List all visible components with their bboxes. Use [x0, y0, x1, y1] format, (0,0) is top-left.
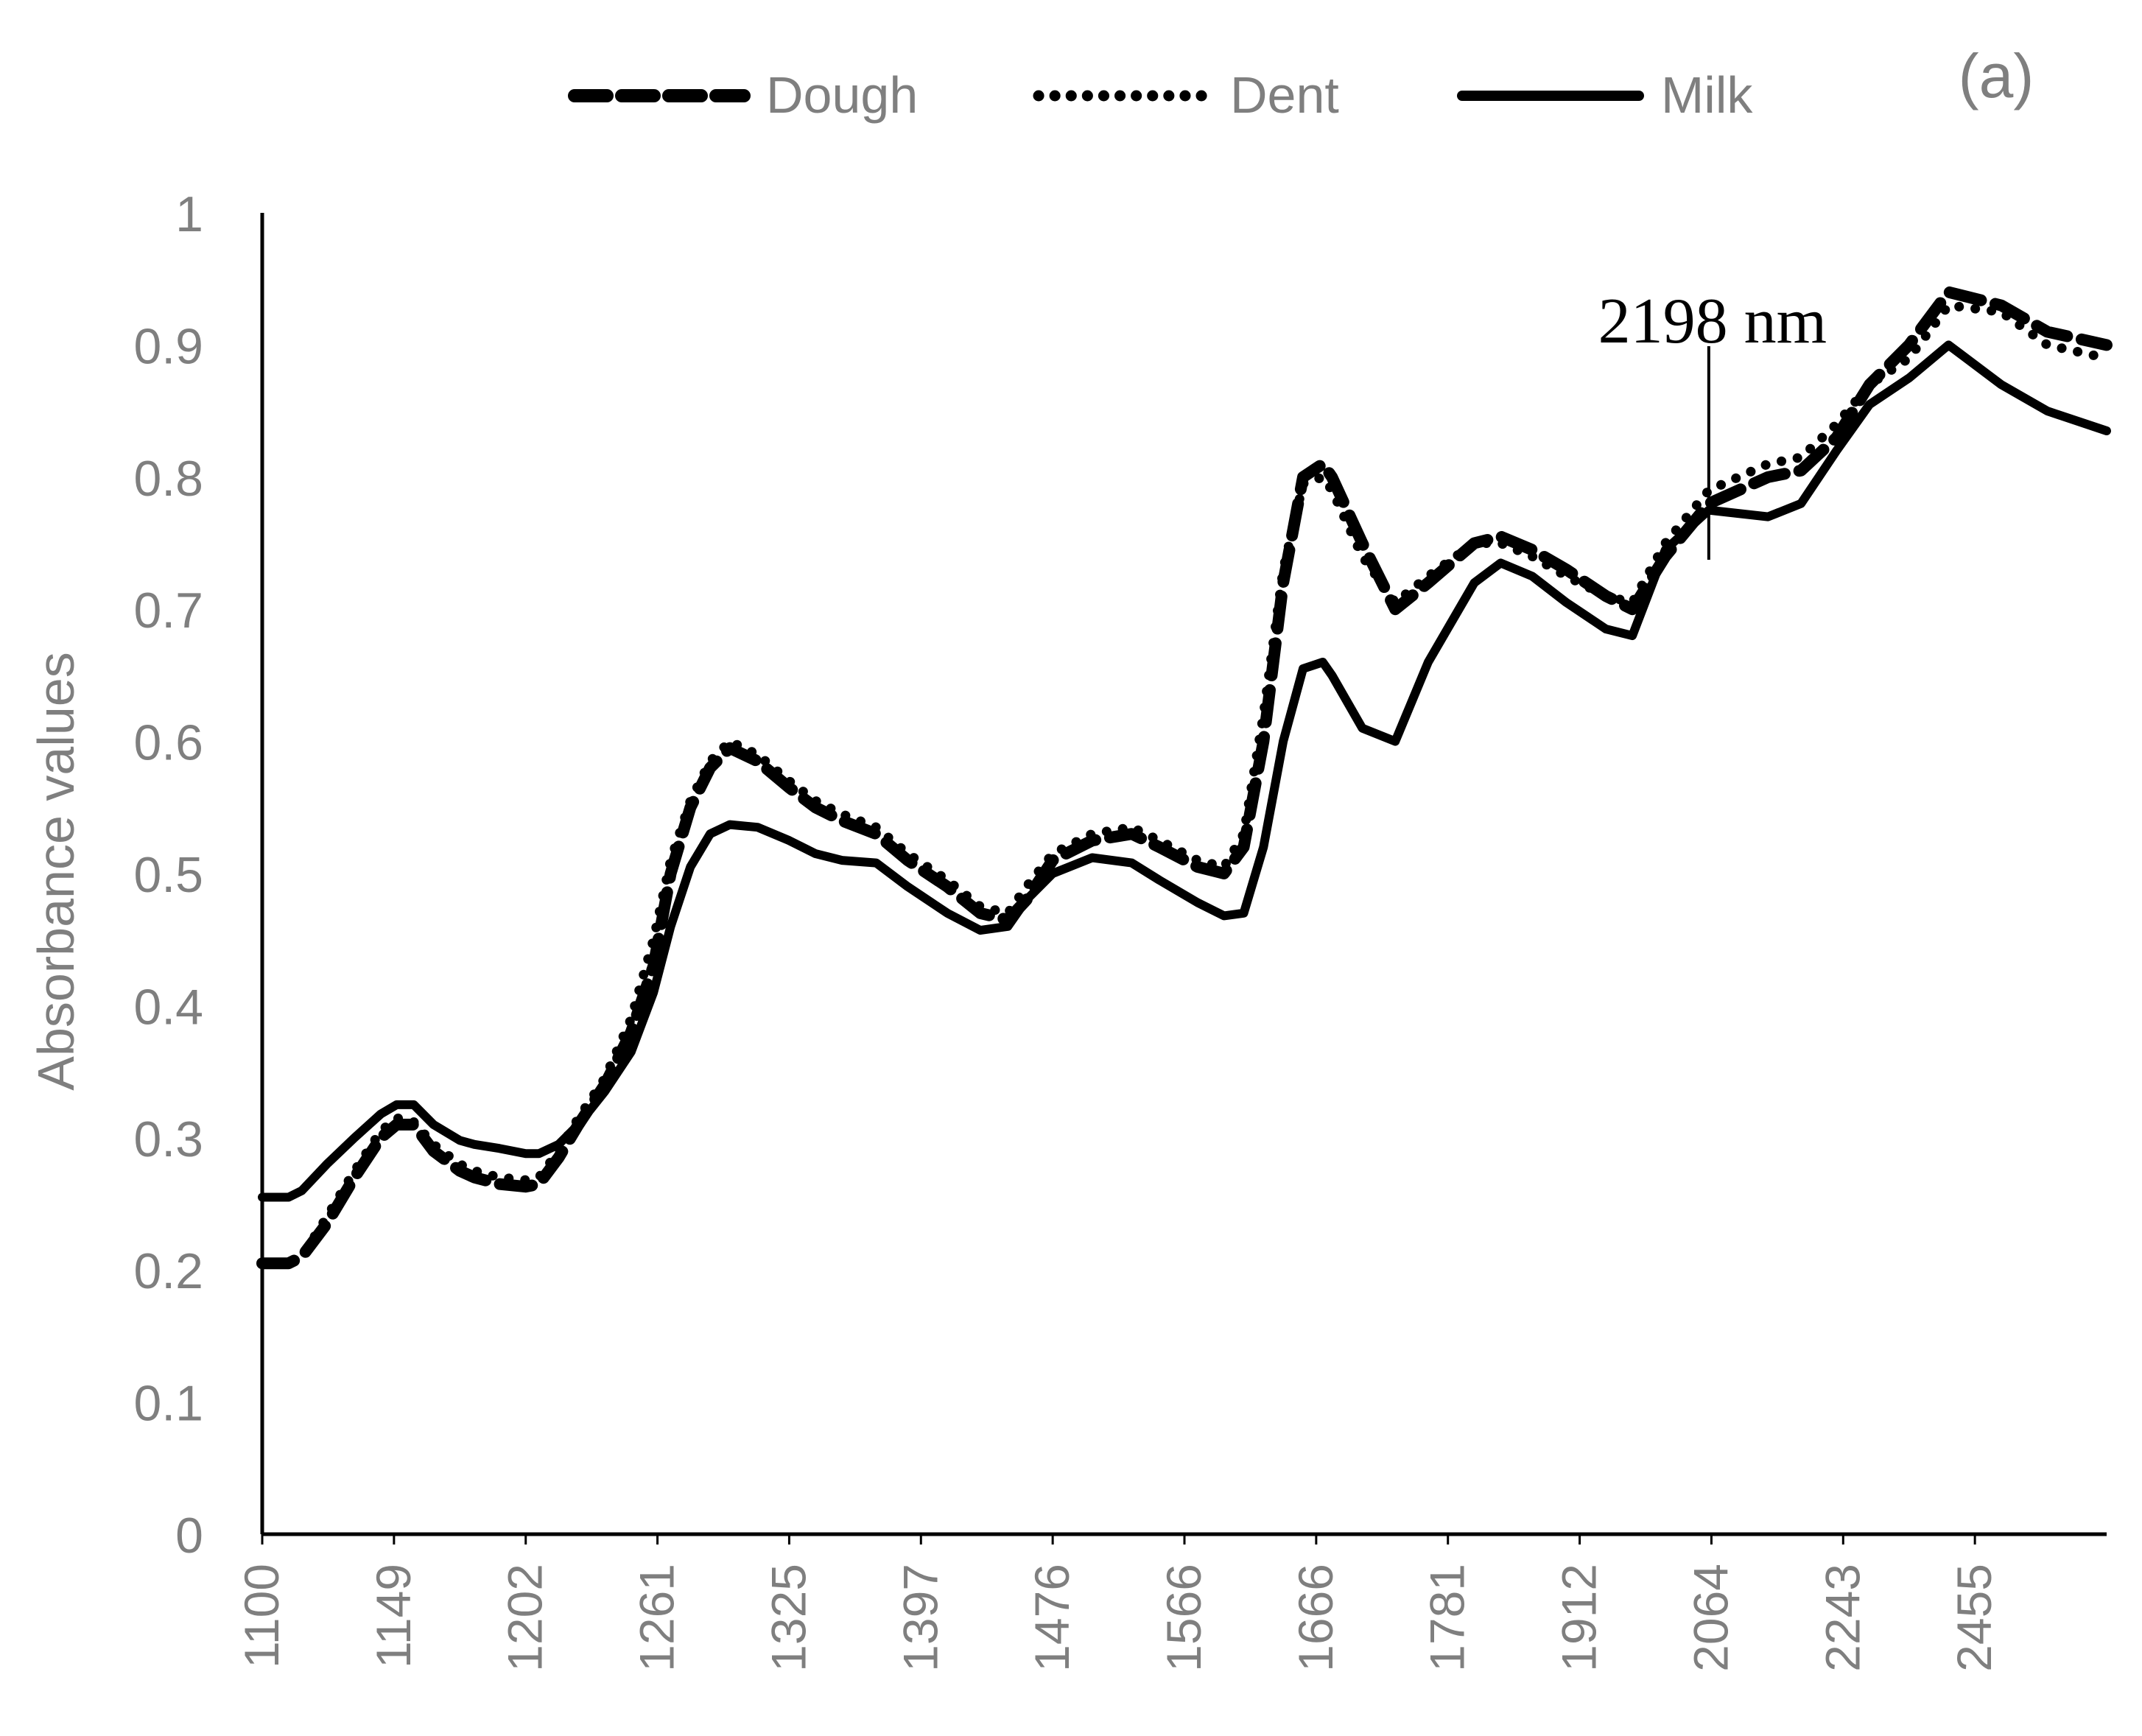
y-tick-label: 0.4 — [133, 979, 203, 1035]
x-tick-label: 1781 — [1420, 1564, 1475, 1672]
y-tick-label: 0.1 — [133, 1376, 203, 1432]
series-line-milk — [258, 340, 2111, 1202]
y-axis-title: Absorbance values — [27, 652, 85, 1090]
x-tick-label: 2455 — [1947, 1564, 2001, 1672]
legend-label-milk: Milk — [1661, 66, 1753, 124]
x-tick-label: 1149 — [366, 1564, 421, 1668]
series-line-dent — [257, 301, 2112, 1268]
y-tick-label: 1 — [175, 186, 203, 242]
y-tick-label: 0.5 — [133, 847, 203, 903]
y-tick-label: 0.9 — [133, 318, 203, 374]
y-tick-label: 0 — [175, 1508, 203, 1564]
x-axis-ticks: 1100 1149 1202 1261 1325 1397 1476 1566 1666 1781… — [234, 1534, 2001, 1672]
legend: Dough Dent Milk — [568, 66, 1753, 124]
x-tick-label: 2243 — [1815, 1564, 1869, 1672]
legend-label-dent: Dent — [1230, 66, 1339, 124]
panel-label: (a) — [1959, 41, 2034, 110]
axes — [260, 213, 2107, 1536]
x-tick-label: 1666 — [1288, 1564, 1343, 1672]
series-line-dough — [256, 286, 2113, 1270]
y-axis-ticks: 0 0.1 0.2 0.3 0.4 0.5 0.6 0.7 0.8 0.9 1 — [133, 186, 203, 1564]
y-tick-label: 0.8 — [133, 451, 203, 507]
series-lines — [256, 286, 2113, 1270]
x-tick-label: 1397 — [893, 1564, 947, 1672]
x-tick-label: 2064 — [1683, 1564, 1738, 1672]
annotation: 2198 nm — [1598, 286, 1827, 560]
x-tick-label: 1476 — [1025, 1564, 1079, 1672]
x-tick-label: 1261 — [630, 1564, 684, 1672]
legend-label-dough: Dough — [766, 66, 918, 124]
x-tick-label: 1566 — [1156, 1564, 1211, 1672]
y-tick-label: 0.3 — [133, 1111, 203, 1167]
y-tick-label: 0.7 — [133, 583, 203, 639]
annotation-text: 2198 nm — [1598, 286, 1827, 357]
y-tick-label: 0.6 — [133, 715, 203, 771]
x-tick-label: 1912 — [1552, 1564, 1606, 1672]
y-tick-label: 0.2 — [133, 1243, 203, 1299]
x-tick-label: 1202 — [498, 1564, 552, 1672]
x-tick-label: 1325 — [761, 1564, 815, 1672]
x-tick-label: 1100 — [234, 1564, 289, 1668]
